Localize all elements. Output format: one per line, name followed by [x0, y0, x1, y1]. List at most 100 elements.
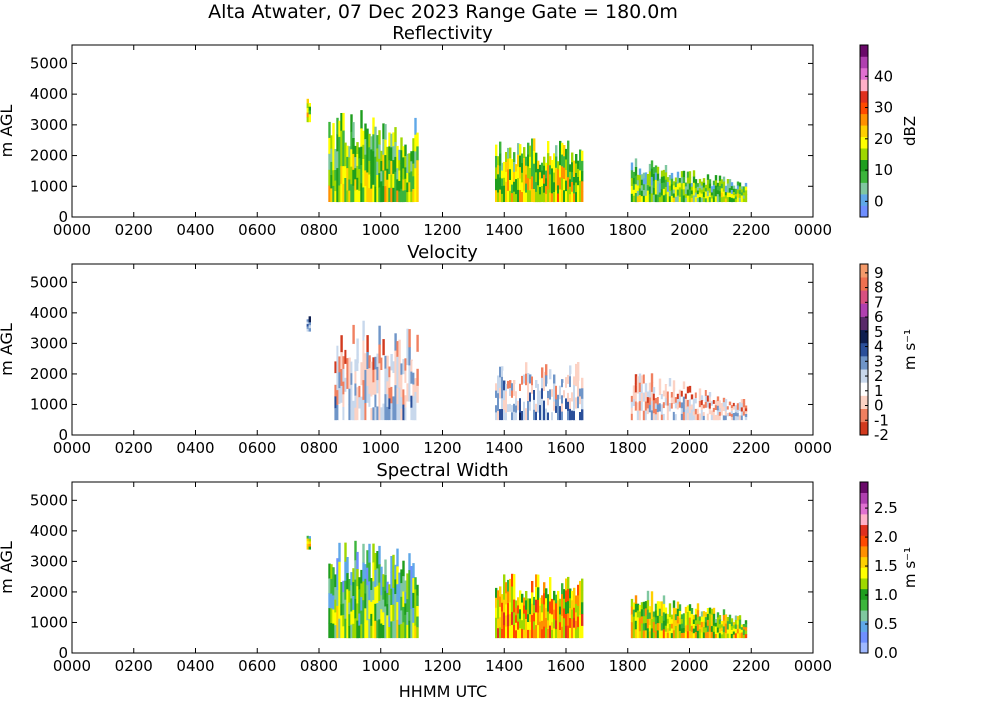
echo-cell — [694, 403, 698, 410]
echo-cell — [718, 180, 722, 187]
echo-cell — [386, 406, 389, 421]
echo-cell — [328, 137, 331, 155]
echo-cell — [342, 592, 345, 604]
echo-cell — [565, 366, 568, 378]
echo-cell — [680, 614, 684, 620]
echo-cell — [724, 628, 728, 634]
echo-cell — [543, 192, 546, 203]
echo-cell — [738, 615, 742, 621]
echo-cell — [497, 628, 500, 639]
echo-cell — [356, 354, 359, 372]
echo-cell — [404, 190, 407, 202]
echo-cell — [344, 166, 347, 179]
echo-cell — [394, 186, 397, 202]
echo-cell — [555, 156, 558, 169]
echo-cell — [714, 630, 718, 635]
echo-cell — [338, 542, 341, 563]
echo-cell — [658, 630, 662, 639]
echo-cell — [573, 185, 576, 194]
echo-cell — [630, 186, 634, 195]
echo-cell — [368, 147, 371, 162]
echo-cell — [416, 334, 419, 353]
echo-cell — [706, 413, 710, 421]
echo-cell — [692, 398, 696, 404]
echo-cell — [495, 412, 498, 421]
echo-cell — [632, 602, 636, 610]
echo-cell — [573, 627, 576, 639]
echo-cell — [571, 392, 574, 402]
echo-cell — [529, 156, 532, 169]
echo-cell — [390, 386, 393, 404]
echo-cell — [507, 603, 510, 616]
echo-cell — [732, 634, 736, 639]
echo-cell — [696, 197, 700, 202]
echo-cell — [642, 623, 646, 631]
echo-cell — [410, 609, 413, 624]
echo-cell — [519, 609, 522, 620]
echo-cell — [507, 412, 510, 421]
echo-cell — [581, 181, 584, 192]
echo-cell — [416, 385, 419, 404]
echo-cell — [529, 179, 532, 191]
echo-cell — [541, 162, 544, 171]
echo-cell — [368, 562, 371, 582]
echo-cell — [358, 613, 361, 626]
echo-cell — [509, 590, 512, 603]
echo-cell — [722, 609, 726, 616]
echo-cell — [678, 389, 682, 397]
echo-cell — [736, 193, 740, 198]
echo-cell — [740, 632, 744, 636]
echo-cell — [509, 396, 512, 405]
echo-cell — [364, 369, 367, 387]
echo-cell — [692, 619, 696, 625]
colorbar-swatch — [860, 503, 868, 515]
echo-cell — [549, 389, 552, 400]
echo-cell — [505, 152, 508, 163]
echo-cell — [654, 194, 658, 203]
echo-cell — [507, 169, 510, 181]
echo-cell — [561, 583, 564, 595]
echo-cell — [344, 189, 347, 202]
echo-cell — [577, 385, 580, 397]
echo-cell — [362, 144, 365, 160]
echo-cell — [517, 166, 520, 179]
echo-cell — [672, 622, 676, 631]
echo-cell — [559, 399, 562, 407]
echo-cell — [718, 175, 722, 182]
echo-cell — [404, 626, 407, 639]
echo-cell — [722, 402, 726, 407]
echo-cell — [497, 156, 500, 166]
echo-cell — [581, 150, 584, 162]
echo-cell — [412, 361, 415, 374]
echo-cell — [573, 177, 576, 186]
echo-cell — [332, 138, 335, 155]
echo-cell — [646, 196, 650, 202]
echo-cell — [728, 183, 732, 189]
echo-cell — [497, 590, 500, 601]
echo-cell — [499, 596, 502, 608]
echo-cell — [642, 410, 646, 421]
echo-cell — [644, 410, 648, 421]
echo-cell — [640, 196, 644, 202]
echo-cell — [664, 607, 668, 614]
echo-cell — [636, 624, 640, 632]
echo-cell — [356, 338, 359, 356]
echo-cell — [682, 381, 686, 390]
echo-cell — [495, 617, 498, 629]
echo-cell — [392, 408, 395, 421]
echo-cell — [499, 165, 502, 178]
echo-cell — [718, 408, 722, 413]
echo-cell — [406, 586, 409, 600]
echo-cell — [660, 630, 664, 639]
echo-cell — [654, 603, 658, 611]
echo-cell — [700, 189, 704, 194]
x-tick-label: 0800 — [300, 221, 338, 239]
echo-cell — [503, 169, 506, 179]
echo-cell — [533, 380, 536, 391]
echo-cell — [690, 608, 694, 615]
echo-cell — [529, 392, 532, 402]
echo-cell — [642, 374, 646, 384]
echo-cell — [364, 154, 367, 171]
echo-cell — [388, 174, 391, 189]
echo-cell — [378, 158, 381, 174]
